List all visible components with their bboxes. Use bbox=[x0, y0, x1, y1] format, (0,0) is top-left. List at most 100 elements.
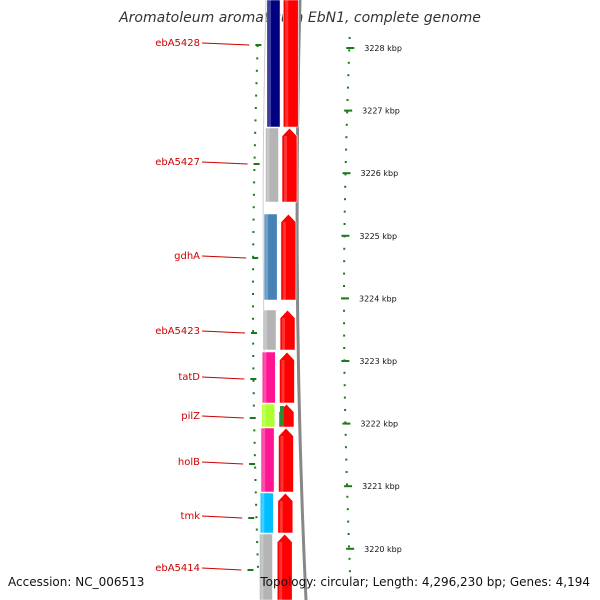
kbp-scale: 3228 kbp 3227 kbp 3226 kbp 3225 kbp 3224 kbp… bbox=[341, 44, 402, 554]
minor-tick bbox=[256, 541, 259, 543]
gene-label-holB: holB bbox=[178, 457, 200, 468]
minor-tick bbox=[343, 272, 346, 275]
minor-tick bbox=[252, 330, 255, 333]
minor-tick bbox=[348, 557, 351, 560]
gene-leader-line bbox=[201, 161, 248, 165]
minor-tick bbox=[348, 545, 351, 548]
gene-box-highlight bbox=[265, 214, 269, 300]
minor-tick bbox=[347, 61, 350, 64]
minor-tick bbox=[256, 57, 259, 60]
scale-tick-label: 3225 kbp bbox=[359, 232, 397, 241]
minor-tick bbox=[343, 285, 346, 287]
minor-tick bbox=[347, 520, 350, 523]
minor-ticks-right bbox=[343, 37, 351, 573]
strand-highlight bbox=[282, 318, 286, 350]
minor-tick bbox=[252, 243, 255, 246]
minor-tick bbox=[253, 429, 256, 432]
minor-tick bbox=[348, 49, 351, 52]
strand-arrow bbox=[280, 213, 297, 301]
gene-box-highlight bbox=[262, 428, 266, 492]
minor-tick bbox=[345, 123, 348, 126]
minor-tick bbox=[256, 553, 259, 556]
minor-tick bbox=[254, 466, 257, 469]
gene-leader-line bbox=[201, 42, 250, 46]
gene-leader-line bbox=[201, 330, 246, 334]
gene-leader-line bbox=[201, 567, 242, 571]
strand-highlight bbox=[284, 136, 288, 202]
minor-tick bbox=[343, 396, 346, 399]
gene-label-ebA5427: ebA5427 bbox=[155, 157, 200, 168]
gene-label-gdhA: gdhA bbox=[174, 251, 200, 262]
minor-tick bbox=[252, 231, 255, 233]
minor-tick bbox=[253, 144, 256, 147]
minor-tick bbox=[345, 471, 348, 473]
minor-tick bbox=[346, 99, 349, 101]
strand-highlight bbox=[280, 436, 284, 492]
minor-tick bbox=[344, 173, 347, 176]
minor-tick bbox=[252, 342, 255, 345]
minor-tick bbox=[347, 533, 350, 535]
minor-tick bbox=[345, 136, 348, 139]
gene-box-ebA5414 bbox=[259, 533, 273, 600]
strand-highlight bbox=[281, 360, 285, 403]
scale-tick-label: 3221 kbp bbox=[362, 482, 400, 491]
minor-tick bbox=[253, 441, 256, 444]
strand-arrow bbox=[278, 427, 294, 493]
scale-tick-label: 3226 kbp bbox=[360, 169, 398, 178]
scale-tick-label: 3228 kbp bbox=[364, 44, 402, 53]
minor-tick bbox=[343, 384, 346, 387]
strand-highlight bbox=[279, 501, 283, 533]
minor-tick bbox=[346, 111, 349, 114]
minor-tick bbox=[344, 446, 347, 449]
minor-tick bbox=[252, 355, 255, 357]
gene-box-holB bbox=[260, 427, 275, 493]
minor-tick bbox=[344, 421, 347, 424]
gene-box-highlight bbox=[261, 493, 265, 533]
minor-tick bbox=[255, 94, 258, 97]
minor-tick bbox=[343, 223, 346, 225]
gene-box-ebA5428 bbox=[266, 0, 281, 128]
minor-tick bbox=[255, 69, 258, 72]
gene-leader-line bbox=[201, 461, 244, 465]
gene-box-gdhA bbox=[263, 213, 278, 301]
minor-tick bbox=[253, 156, 256, 159]
minor-tick bbox=[343, 322, 346, 325]
minor-tick bbox=[254, 107, 257, 109]
gene-box-tmk bbox=[260, 492, 274, 534]
strand-arrow bbox=[279, 309, 296, 351]
strand-arrow bbox=[276, 533, 293, 600]
gene-leader-line bbox=[201, 376, 245, 380]
minor-tick bbox=[344, 433, 347, 436]
gene-labels: ebA5428 ebA5427 gdhA ebA5423 tatD pilZ holB tmk… bbox=[155, 38, 262, 574]
minor-tick bbox=[346, 495, 349, 498]
gene-box-ebA5427 bbox=[265, 127, 279, 203]
minor-tick bbox=[345, 148, 348, 151]
gene-label-tatD: tatD bbox=[178, 372, 200, 383]
gene-label-tmk: tmk bbox=[181, 511, 201, 522]
strand-highlight bbox=[285, 0, 289, 127]
minor-tick bbox=[254, 119, 257, 122]
minor-tick bbox=[253, 181, 256, 184]
minor-tick bbox=[252, 255, 255, 258]
minor-tick bbox=[252, 193, 255, 196]
minor-tick bbox=[343, 334, 346, 337]
minor-tick bbox=[253, 169, 256, 171]
minor-tick bbox=[346, 508, 349, 511]
gene-leader-line bbox=[201, 515, 243, 519]
minor-tick bbox=[255, 82, 258, 85]
strand-arrow bbox=[281, 127, 298, 203]
minor-tick bbox=[344, 161, 347, 163]
strand-highlight bbox=[279, 542, 283, 600]
minor-tick bbox=[343, 347, 346, 349]
strand-arrow bbox=[277, 492, 294, 534]
accession-text: Accession: NC_006513 bbox=[8, 575, 145, 589]
minor-tick bbox=[255, 528, 258, 531]
minor-ticks-left bbox=[252, 45, 259, 568]
minor-tick bbox=[343, 210, 346, 213]
minor-tick bbox=[255, 503, 258, 506]
minor-tick bbox=[254, 479, 257, 481]
minor-tick bbox=[344, 185, 347, 188]
minor-tick bbox=[346, 86, 349, 89]
minor-tick bbox=[252, 379, 255, 382]
